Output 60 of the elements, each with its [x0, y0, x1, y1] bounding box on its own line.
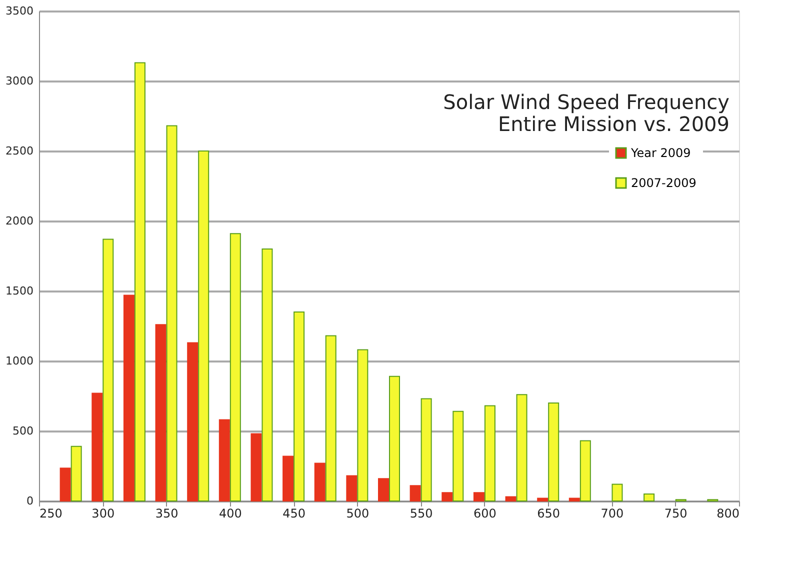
bar — [282, 456, 294, 502]
x-tick-label: 350 — [155, 506, 178, 520]
bar — [516, 394, 528, 502]
legend-label: Year 2009 — [630, 146, 691, 160]
x-tick-label: 550 — [410, 506, 433, 520]
bar — [198, 150, 210, 502]
bar — [294, 312, 305, 502]
bar — [612, 484, 623, 502]
bar — [442, 492, 453, 502]
bar — [250, 433, 262, 502]
text: Entire Mission vs. 2009 — [498, 112, 730, 136]
bar — [484, 405, 496, 502]
y-tick-label: 500 — [12, 424, 34, 438]
y-tick-label: 1000 — [6, 354, 34, 368]
y-tick-label: 3500 — [6, 4, 34, 18]
y-tick-label: 3000 — [6, 74, 34, 88]
x-tick-label: 600 — [474, 506, 496, 520]
y-tick-label: 1500 — [6, 284, 34, 298]
y-tick-label: 2500 — [6, 144, 34, 158]
x-tick-label: 400 — [218, 506, 242, 520]
bar — [357, 349, 368, 502]
x-tick-label: 700 — [600, 506, 624, 520]
bar — [155, 324, 166, 502]
bar — [346, 475, 358, 502]
x-tick-label: 800 — [716, 506, 740, 520]
bar — [410, 485, 421, 502]
bar — [389, 376, 400, 502]
y-tick-label: 0 — [26, 494, 34, 508]
bar — [325, 335, 336, 502]
bar — [123, 294, 134, 502]
bar — [452, 410, 464, 502]
bar — [314, 462, 326, 502]
bar — [548, 402, 560, 502]
bar — [378, 478, 389, 502]
bar — [70, 446, 82, 502]
bar — [187, 342, 198, 502]
x-tick-label: 250 — [40, 506, 62, 520]
bar — [537, 498, 548, 502]
bar — [644, 494, 655, 502]
x-tick-label: 450 — [282, 506, 306, 520]
x-tick-label: 300 — [92, 506, 115, 520]
bar — [420, 398, 432, 502]
bar — [218, 419, 230, 502]
bar — [262, 248, 273, 502]
bar — [102, 238, 114, 502]
bar — [134, 62, 146, 502]
bar — [473, 492, 484, 502]
bar — [580, 440, 591, 502]
bar — [230, 233, 241, 502]
y-tick-label: 2000 — [6, 214, 34, 228]
bar — [60, 468, 71, 502]
bar — [505, 496, 516, 502]
x-tick-label: 650 — [537, 506, 560, 520]
bar — [92, 392, 103, 502]
bar — [166, 125, 178, 502]
bar — [568, 498, 580, 502]
legend-label: 2007-2009 — [631, 176, 696, 190]
x-tick-label: 750 — [664, 506, 688, 520]
x-tick-label: 500 — [346, 506, 370, 520]
text: Solar Wind Speed Frequency — [443, 90, 730, 114]
